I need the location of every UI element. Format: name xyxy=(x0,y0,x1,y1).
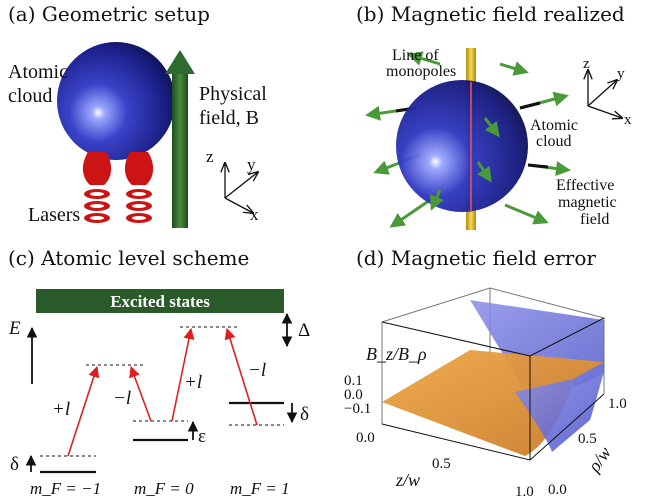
atomic-cloud-label-a-2: cloud xyxy=(8,85,52,107)
caption-d: (d) Magnetic field error xyxy=(356,246,596,270)
level-label-m1: m_F = −1 xyxy=(30,479,101,498)
epsilon-label: ε xyxy=(198,426,206,447)
virtual-levels xyxy=(40,326,284,457)
panel-b xyxy=(365,48,622,230)
zlabel-d: B_z/B_ρ xyxy=(366,344,427,364)
transitions xyxy=(67,327,258,457)
monopoles-label-1: Line of xyxy=(392,47,439,64)
z-tick-0: 0.1 xyxy=(344,373,363,389)
axis-x-a: x xyxy=(250,205,259,224)
axes-a xyxy=(225,163,258,213)
y-tick-2: 1.0 xyxy=(608,396,627,412)
x-tick-2: 1.0 xyxy=(515,484,534,500)
ground-levels xyxy=(40,401,284,474)
lasers-label: Lasers xyxy=(28,204,80,226)
atomic-cloud-sphere xyxy=(57,42,175,160)
x-tick-0: 0.0 xyxy=(356,430,375,446)
atomic-cloud-sphere-b xyxy=(396,80,528,212)
field-label-1: Physical xyxy=(199,83,267,105)
xlabel-d: z/w xyxy=(395,470,420,490)
axis-x-b: x xyxy=(624,112,632,128)
excited-states-bar xyxy=(36,289,284,313)
axis-z-b: z xyxy=(583,56,590,72)
lasers-graphic xyxy=(82,152,154,223)
effective-field-label-3: field xyxy=(580,211,609,228)
ylabel-d: ρ/w xyxy=(583,443,615,476)
axis-z-a: z xyxy=(206,147,214,166)
transition-label-1: +l xyxy=(52,399,70,420)
level-label-0: m_F = 0 xyxy=(134,479,194,498)
z-tick-2: −0.1 xyxy=(344,401,371,417)
effective-field-label-1: Effective xyxy=(556,177,614,194)
atomic-cloud-label-a-1: Atomic xyxy=(8,61,68,83)
delta-upper-label: Δ xyxy=(298,320,310,341)
level-label-p1: m_F = 1 xyxy=(230,479,290,498)
atomic-cloud-label-b-2: cloud xyxy=(536,133,572,150)
x-tick-1: 0.5 xyxy=(432,456,451,472)
effective-field-label-2: magnetic xyxy=(558,194,617,211)
panel-d xyxy=(381,287,605,461)
delta-left-label: δ xyxy=(10,454,19,475)
axis-y-a: y xyxy=(247,155,256,174)
caption-c: (c) Atomic level scheme xyxy=(8,246,250,270)
z-tick-1: 0.0 xyxy=(344,387,363,403)
monopoles-label-2: monopoles xyxy=(386,63,456,80)
y-tick-1: 0.5 xyxy=(578,431,597,447)
caption-b: (b) Magnetic field realized xyxy=(356,2,625,26)
y-tick-0: 0.0 xyxy=(548,482,567,498)
excited-states-label: Excited states xyxy=(110,292,210,311)
physical-field-arrow xyxy=(165,50,195,228)
atomic-cloud-label-b-1: Atomic xyxy=(530,117,578,134)
delta-right-label: δ xyxy=(300,404,309,425)
energy-label: E xyxy=(8,318,21,339)
panel-a xyxy=(57,42,258,228)
axes-b xyxy=(588,70,622,118)
caption-a: (a) Geometric setup xyxy=(8,2,210,26)
transition-label-3: +l xyxy=(184,372,202,393)
field-label-2: field, B xyxy=(199,107,259,129)
panel-c xyxy=(25,289,298,474)
transition-label-2: −l xyxy=(113,388,131,409)
transition-label-4: −l xyxy=(248,360,266,381)
axis-y-b: y xyxy=(617,66,625,82)
